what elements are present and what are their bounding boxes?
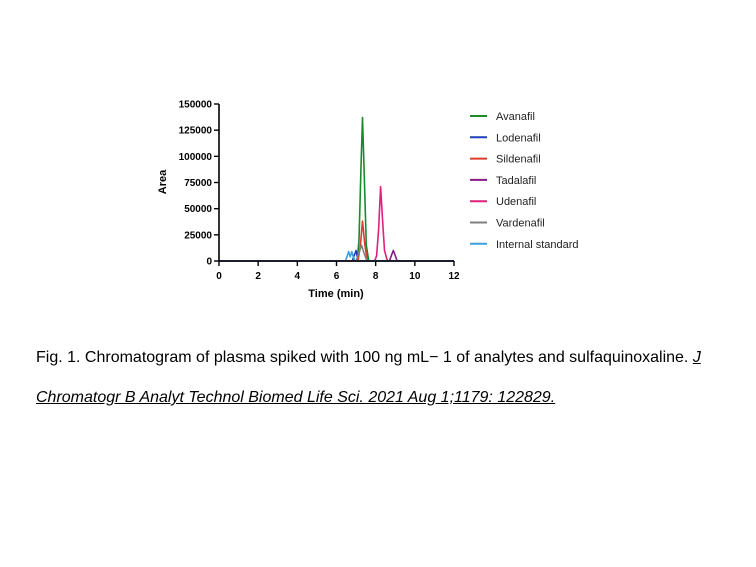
chromatogram-chart: 0 2 4 6 8 10 12 0 25000 50000 75000 100000 125000 15… xyxy=(157,100,579,301)
x-tick-label: 6 xyxy=(334,271,340,282)
series-line-lodenafil xyxy=(219,249,454,262)
y-ticks: 0 25000 50000 75000 100000 125000 150000 xyxy=(179,100,219,268)
caption-text: Fig. 1. Chromatogram of plasma spiked wi… xyxy=(36,349,693,366)
axes xyxy=(218,104,454,262)
x-axis-label: Time (min) xyxy=(308,288,364,300)
y-tick-label: 50000 xyxy=(184,204,212,215)
x-tick-label: 2 xyxy=(255,271,261,282)
x-tick-label: 8 xyxy=(373,271,379,282)
series-line-avanafil xyxy=(219,116,454,262)
series-line-sildenafil xyxy=(219,220,454,262)
y-tick-label: 75000 xyxy=(184,178,212,189)
legend: Avanafil Lodenafil Sildenafil Tadalafil Uden… xyxy=(470,111,579,251)
x-tick-label: 10 xyxy=(409,271,421,282)
plot-area xyxy=(219,116,454,262)
legend-label: Lodenafil xyxy=(496,132,541,144)
legend-label: Sildenafil xyxy=(496,154,541,166)
x-ticks: 0 2 4 6 8 10 12 xyxy=(216,261,460,282)
y-axis-label: Area xyxy=(157,169,169,194)
y-tick-label: 25000 xyxy=(184,230,212,241)
y-tick-label: 0 xyxy=(206,257,212,268)
legend-label: Vardenafil xyxy=(496,218,545,230)
legend-label: Avanafil xyxy=(496,111,535,123)
x-tick-label: 12 xyxy=(448,271,460,282)
caption-reference-link[interactable]: J Chromatogr B Analyt Technol Biomed Lif… xyxy=(36,349,701,406)
legend-label: Tadalafil xyxy=(496,175,536,187)
x-tick-label: 4 xyxy=(295,271,301,282)
series-line-internal-standard xyxy=(219,250,454,262)
legend-label: Internal standard xyxy=(496,239,579,251)
y-tick-label: 125000 xyxy=(179,126,213,137)
series-line-udenafil xyxy=(219,185,454,262)
series-line-vardenafil xyxy=(219,244,454,262)
figure-caption: Fig. 1. Chromatogram of plasma spiked wi… xyxy=(36,338,736,418)
legend-label: Udenafil xyxy=(496,196,536,208)
y-tick-label: 150000 xyxy=(179,100,213,111)
series-line-tadalafil xyxy=(219,249,454,262)
x-tick-label: 0 xyxy=(216,271,222,282)
y-tick-label: 100000 xyxy=(179,152,213,163)
